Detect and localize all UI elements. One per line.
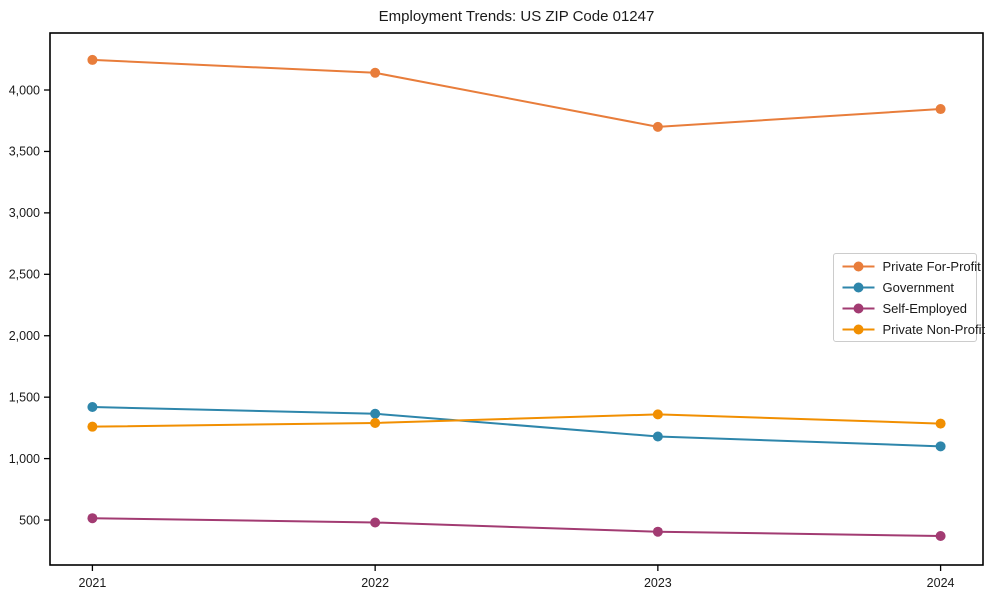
legend-marker-self-employed-icon xyxy=(853,303,864,314)
marker-government-2022 xyxy=(370,408,381,419)
line-private-non-profit xyxy=(91,413,942,428)
marker-self-employed-2024 xyxy=(935,531,946,542)
marker-private-non-profit-2022 xyxy=(370,417,381,428)
legend-box xyxy=(833,253,977,342)
legend-marker-private-for-profit-icon xyxy=(853,261,864,272)
marker-private-for-profit-2021 xyxy=(87,54,98,65)
legend-label-private-non-profit: Private Non-Profit xyxy=(883,322,986,337)
legend-marker-private-non-profit-icon xyxy=(853,324,864,335)
marker-private-non-profit-2021 xyxy=(87,421,98,432)
marker-government-2023 xyxy=(652,431,663,442)
x-tick-label: 2024 xyxy=(927,576,955,590)
y-tick-label: 3,500 xyxy=(9,145,40,159)
line-private-for-profit xyxy=(91,58,942,128)
marker-private-non-profit-2023 xyxy=(652,409,663,420)
chart-title: Employment Trends: US ZIP Code 01247 xyxy=(379,8,655,25)
y-tick-label: 2,000 xyxy=(9,329,40,343)
legend-label-self-employed: Self-Employed xyxy=(883,301,968,316)
y-tick-label: 1,500 xyxy=(9,390,40,404)
marker-government-2021 xyxy=(87,401,98,412)
x-tick-label: 2022 xyxy=(361,576,389,590)
y-tick-label: 500 xyxy=(19,513,40,527)
line-self-employed xyxy=(91,517,942,538)
marker-private-for-profit-2024 xyxy=(935,104,946,115)
marker-self-employed-2021 xyxy=(87,513,98,524)
marker-private-for-profit-2023 xyxy=(652,121,663,132)
y-tick-label: 1,000 xyxy=(9,452,40,466)
y-tick-label: 3,000 xyxy=(9,206,40,220)
marker-self-employed-2022 xyxy=(370,517,381,528)
plot-area xyxy=(49,32,984,566)
y-tick-label: 2,500 xyxy=(9,268,40,282)
marker-private-for-profit-2022 xyxy=(370,67,381,78)
marker-private-non-profit-2024 xyxy=(935,418,946,429)
marker-self-employed-2023 xyxy=(652,526,663,537)
line-government xyxy=(91,405,942,448)
legend-label-private-for-profit: Private For-Profit xyxy=(883,259,982,274)
legend-label-government: Government xyxy=(883,280,955,295)
marker-government-2024 xyxy=(935,441,946,452)
y-tick-label: 4,000 xyxy=(9,83,40,97)
legend-marker-government-icon xyxy=(853,282,864,293)
x-tick-label: 2023 xyxy=(644,576,672,590)
x-tick-label: 2021 xyxy=(79,576,107,590)
